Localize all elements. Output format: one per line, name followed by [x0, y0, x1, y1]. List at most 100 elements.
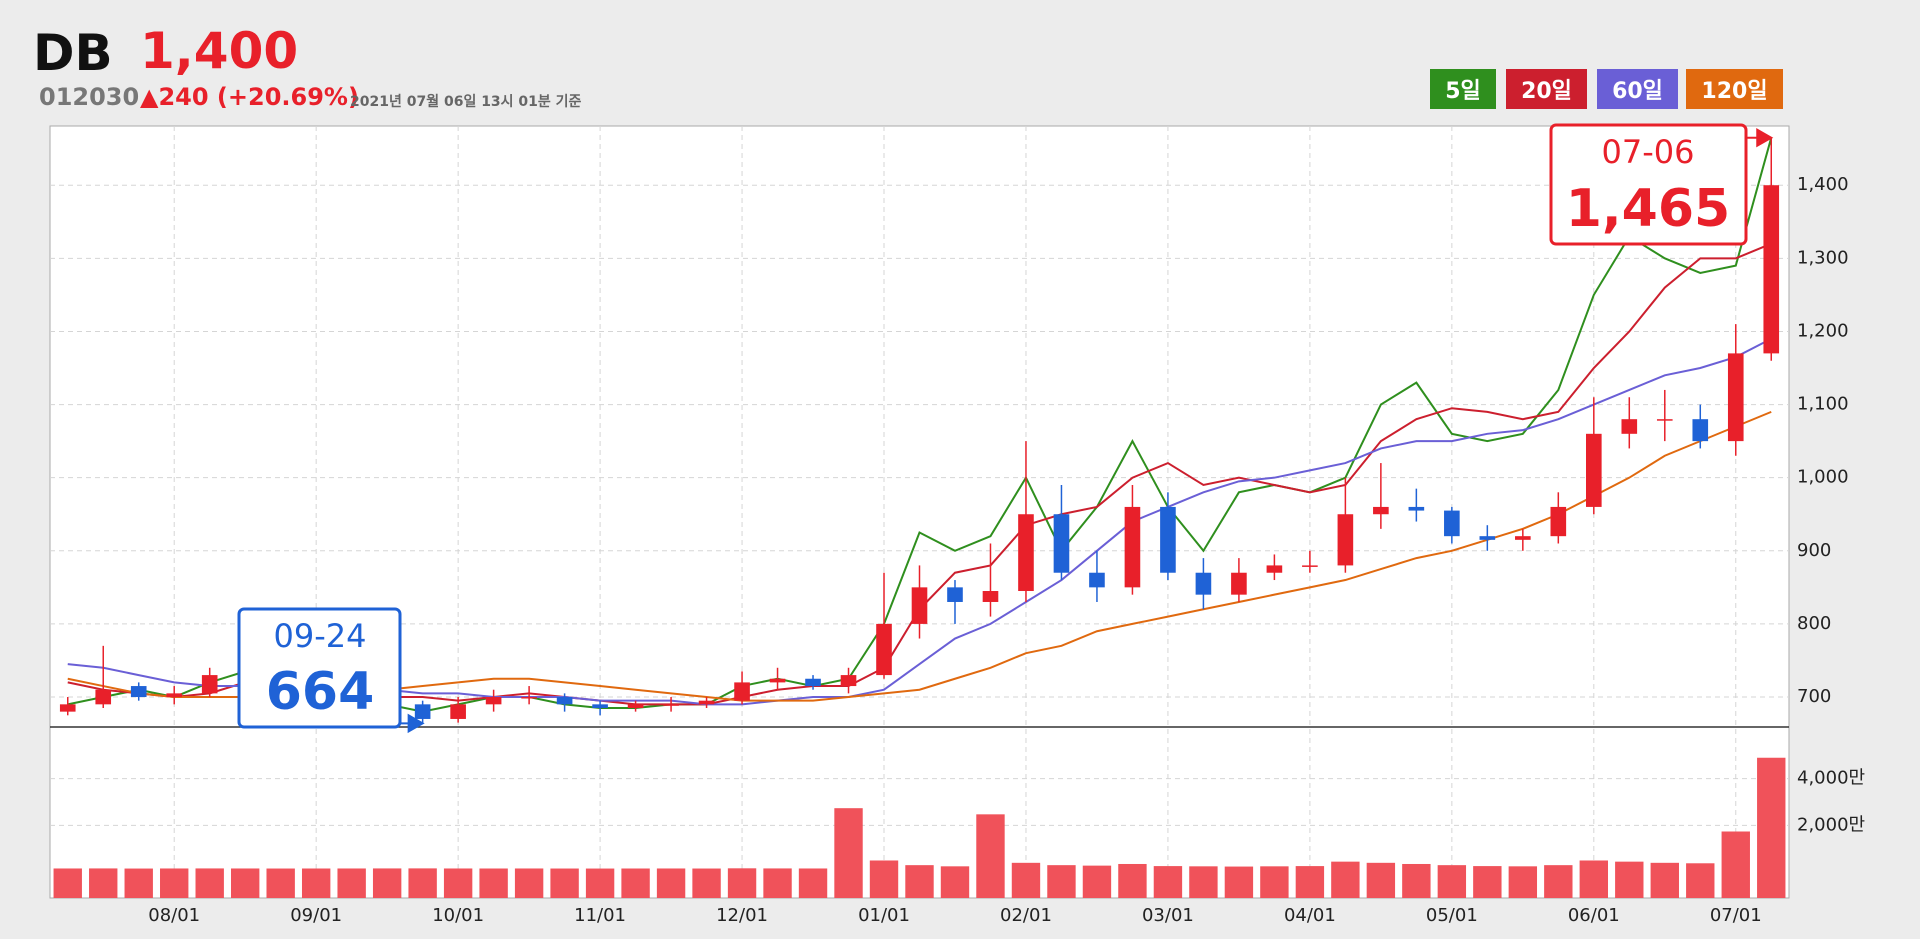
legend-button[interactable]: 20일 — [1506, 69, 1587, 109]
volume-bar — [798, 868, 828, 898]
candle-body — [769, 678, 786, 683]
stock-name: DB — [33, 24, 113, 82]
y-tick-label: 800 — [1797, 613, 1831, 634]
x-tick-label: 07/01 — [1710, 905, 1762, 926]
candle-body — [1479, 536, 1496, 540]
candle-body — [414, 704, 431, 719]
volume-bar — [1757, 757, 1786, 898]
x-tick-label: 04/01 — [1284, 905, 1336, 926]
volume-bar — [301, 868, 331, 898]
candle-body — [1018, 514, 1034, 592]
y-tick-label: 1,400 — [1797, 174, 1849, 195]
volume-bar — [1437, 865, 1467, 898]
plot-area — [49, 125, 1790, 899]
y-tick-label: 1,000 — [1797, 467, 1849, 488]
volume-bar — [1473, 866, 1502, 898]
volume-bar — [1331, 861, 1360, 898]
candle-body — [166, 693, 183, 698]
volume-bar — [1082, 865, 1112, 898]
y-tick-label: 1,300 — [1797, 247, 1849, 268]
candle-body — [663, 704, 679, 706]
candle-body — [1763, 185, 1780, 354]
volume-bar — [1544, 865, 1573, 898]
volume-bar — [337, 868, 366, 898]
high-arrow — [1746, 127, 1774, 148]
low-value: 664 — [266, 662, 375, 722]
volume-bar — [195, 868, 224, 898]
candle-body — [876, 623, 892, 676]
candle-body — [1302, 565, 1318, 567]
volume-bar — [266, 868, 295, 898]
candle-body — [1160, 506, 1176, 573]
volume-bar — [160, 868, 189, 898]
volume-bar — [479, 868, 508, 898]
volume-bar — [1189, 866, 1218, 898]
volume-bar — [656, 868, 686, 898]
candle-body — [1656, 419, 1673, 421]
x-tick-label: 06/01 — [1568, 905, 1620, 926]
low-box — [237, 607, 402, 729]
current-price: 1,400 — [140, 22, 299, 80]
y-tick-label: 1,200 — [1797, 320, 1849, 341]
volume-bar — [940, 866, 970, 898]
candle-body — [1692, 419, 1709, 442]
candle-body — [698, 700, 715, 705]
volume-bar — [1579, 860, 1609, 898]
volume-bar — [408, 868, 437, 898]
candle-body — [1550, 506, 1567, 537]
volume-bar — [1047, 865, 1076, 898]
candle-body — [201, 675, 218, 694]
low-date: 09-24 — [274, 617, 367, 655]
volume-bar — [1402, 863, 1431, 898]
candle-body — [1266, 565, 1283, 573]
candle-body — [59, 704, 76, 712]
x-tick-label: 08/01 — [148, 905, 200, 926]
y-tick-label: 700 — [1797, 686, 1831, 707]
volume-bar — [692, 868, 721, 898]
candle-body — [911, 587, 928, 624]
candle-body — [982, 591, 999, 602]
x-tick-label: 09/01 — [290, 905, 342, 926]
volume-bar — [727, 868, 757, 898]
volume-bar — [514, 868, 544, 898]
volume-bar — [550, 868, 579, 898]
volume-bar — [1721, 831, 1750, 898]
legend-button[interactable]: 60일 — [1597, 69, 1678, 109]
volume-bar — [1650, 862, 1679, 898]
candle-body — [1195, 572, 1212, 595]
volume-bar — [834, 808, 863, 898]
candle-body — [805, 678, 821, 687]
volume-bar — [53, 868, 82, 898]
x-tick-label: 05/01 — [1426, 905, 1478, 926]
volume-bar — [585, 868, 615, 898]
candle-body — [1373, 506, 1389, 515]
volume-bar — [1153, 866, 1183, 898]
volume-tick-label: 2,000만 — [1797, 814, 1865, 835]
candle-body — [627, 704, 644, 708]
volume-bar — [230, 868, 260, 898]
candle-body — [95, 689, 112, 705]
candle-body — [1727, 353, 1744, 442]
legend-button[interactable]: 120일 — [1686, 69, 1783, 109]
volume-bar — [1508, 866, 1538, 898]
y-tick-label: 900 — [1797, 540, 1831, 561]
candle-body — [1408, 506, 1425, 511]
volume-bar — [1686, 863, 1715, 898]
volume-bar — [1615, 861, 1644, 898]
candle-body — [521, 697, 537, 699]
low-arrow — [400, 713, 425, 734]
x-tick-label: 11/01 — [574, 905, 626, 926]
volume-bar — [1295, 866, 1325, 898]
candle-body — [1515, 536, 1531, 540]
high-value: 1,465 — [1566, 179, 1730, 239]
candle-body — [450, 704, 466, 719]
x-tick-label: 02/01 — [1000, 905, 1052, 926]
stock-code: 012030 — [39, 83, 140, 111]
legend-button[interactable]: 5일 — [1430, 69, 1496, 109]
candle-body — [734, 682, 750, 701]
candle-body — [130, 686, 147, 698]
volume-bar — [124, 868, 153, 898]
candle-body — [556, 697, 573, 705]
